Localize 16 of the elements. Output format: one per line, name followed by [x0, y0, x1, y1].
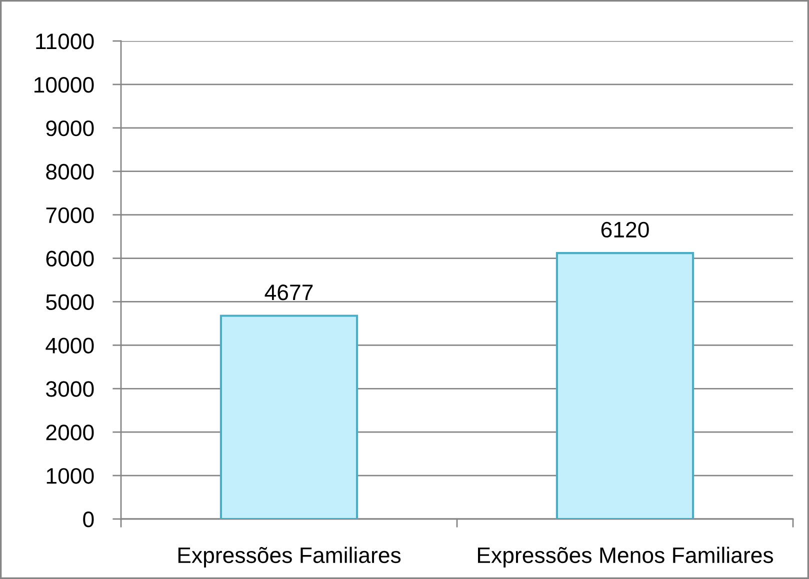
- y-tick-label: 4000: [46, 338, 94, 354]
- y-tick-label: 5000: [46, 294, 94, 310]
- y-tick-label: 6000: [46, 250, 94, 267]
- y-tick-label: 3000: [46, 381, 94, 397]
- y-tick-label: 9000: [46, 120, 94, 136]
- data-label: 4677: [264, 284, 313, 300]
- y-tick-label: 10000: [34, 76, 94, 93]
- x-tick-label: Expressões Menos Familiares: [478, 546, 774, 568]
- y-tick-label: 0: [83, 512, 94, 528]
- x-tick-label: Expressões Familiares: [178, 546, 401, 568]
- data-label: 6120: [601, 222, 649, 238]
- y-tick-label: 7000: [46, 207, 94, 224]
- y-tick-label: 1000: [46, 468, 94, 484]
- y-tick-label: 11000: [36, 34, 94, 50]
- y-tick-label: 8000: [46, 164, 94, 180]
- y-tick-label: 2000: [46, 424, 94, 440]
